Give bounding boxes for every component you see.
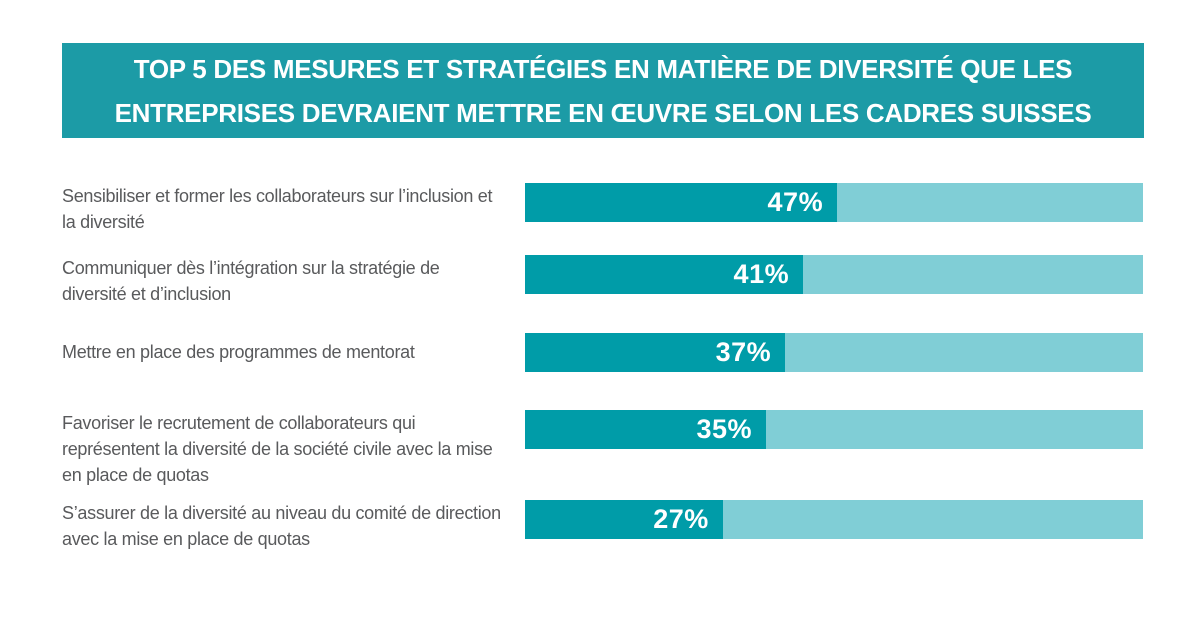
bar-fill: 41% — [525, 255, 804, 294]
category-label: S’assurer de la diversité au niveau du c… — [62, 503, 501, 549]
value-label: 35% — [696, 414, 753, 444]
bar-fill: 47% — [525, 183, 838, 222]
chart-row: Favoriser le recrutement de collaborateu… — [62, 410, 1143, 488]
chart-row: Communiquer dès l’intégration sur la str… — [62, 255, 1143, 307]
bar-track: 47% — [525, 183, 1143, 222]
category-label: Communiquer dès l’intégration sur la str… — [62, 258, 440, 304]
value-label: 47% — [767, 187, 824, 217]
bar-fill: 27% — [525, 500, 723, 539]
chart-title-line-2: ENTREPRISES DEVRAIENT METTRE EN ŒUVRE SE… — [114, 97, 1092, 128]
value-label: 37% — [715, 337, 772, 367]
bar-track: 41% — [525, 255, 1143, 294]
chart-title-line-1: TOP 5 DES MESURES ET STRATÉGIES EN MATIÈ… — [133, 53, 1073, 84]
value-label: 41% — [733, 259, 790, 289]
chart-row: S’assurer de la diversité au niveau du c… — [62, 500, 1143, 552]
bar-fill: 37% — [525, 333, 786, 372]
bar-track: 35% — [525, 410, 1143, 449]
title-banner: TOP 5 DES MESURES ET STRATÉGIES EN MATIÈ… — [62, 43, 1144, 138]
chart-row: Sensibiliser et former les collaborateur… — [62, 183, 1143, 235]
category-label: Favoriser le recrutement de collaborateu… — [62, 413, 493, 485]
category-label: Mettre en place des programmes de mentor… — [62, 342, 415, 362]
bar-fill: 35% — [525, 410, 767, 449]
category-label: Sensibiliser et former les collaborateur… — [62, 186, 493, 232]
chart-row: Mettre en place des programmes de mentor… — [62, 333, 1143, 372]
bar-track: 37% — [525, 333, 1143, 372]
value-label: 27% — [653, 504, 709, 534]
bar-chart: Sensibiliser et former les collaborateur… — [62, 183, 1143, 552]
bar-track: 27% — [525, 500, 1143, 539]
